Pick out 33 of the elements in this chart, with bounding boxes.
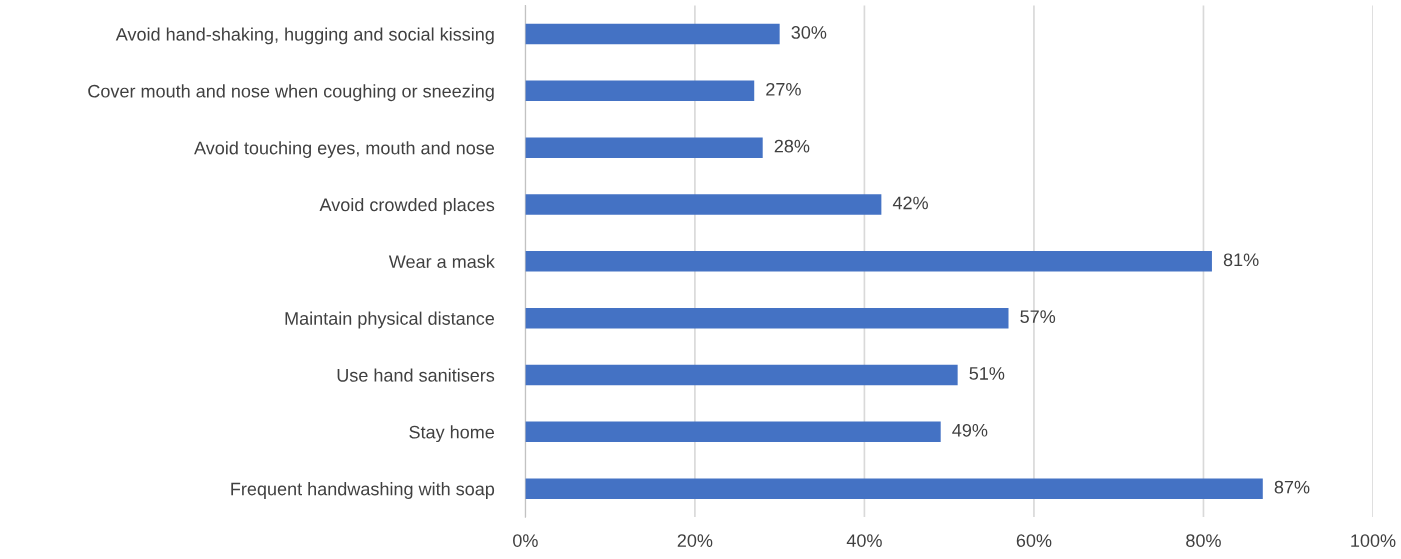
data-label: 51%	[969, 367, 1005, 380]
y-tick-label: Stay home	[409, 425, 495, 443]
x-tick-label: 40%	[846, 534, 882, 547]
bar	[525, 421, 941, 443]
y-tick-label: Avoid crowded places	[319, 197, 495, 215]
y-tick-label: Frequent handwashing with soap	[231, 482, 495, 499]
bar	[525, 364, 958, 386]
bar	[525, 251, 1212, 272]
y-tick-label: Cover mouth and nose when coughing or sneezing	[88, 84, 494, 102]
data-label: 27%	[766, 82, 801, 96]
x-tick-label: 80%	[1186, 534, 1221, 547]
data-label: 87%	[1274, 480, 1310, 494]
y-tick-label: Wear a mask	[388, 254, 495, 269]
y-tick-label: Avoid hand-shaking, hugging and social kissing	[115, 27, 494, 45]
y-tick-label: Maintain physical distance	[285, 311, 495, 329]
bar	[525, 137, 763, 158]
bar	[525, 478, 1263, 499]
data-label: 30%	[791, 26, 827, 39]
data-label: 81%	[1223, 253, 1259, 267]
data-label: 57%	[1020, 310, 1056, 324]
x-tick-label: 20%	[677, 534, 713, 547]
bar	[525, 194, 882, 215]
data-label: 28%	[774, 139, 810, 153]
x-tick-label: 100%	[1351, 534, 1396, 547]
x-tick-label: 60%	[1016, 534, 1052, 547]
y-tick-label: Use hand sanitisers	[337, 368, 495, 382]
data-label: 49%	[952, 423, 988, 437]
data-label: 42%	[892, 196, 928, 210]
bar	[525, 80, 755, 102]
y-tick-label: Avoid touching eyes, mouth and nose	[194, 141, 495, 158]
bar	[525, 307, 1009, 329]
x-tick-label: 0%	[513, 534, 538, 547]
bar	[525, 23, 780, 45]
